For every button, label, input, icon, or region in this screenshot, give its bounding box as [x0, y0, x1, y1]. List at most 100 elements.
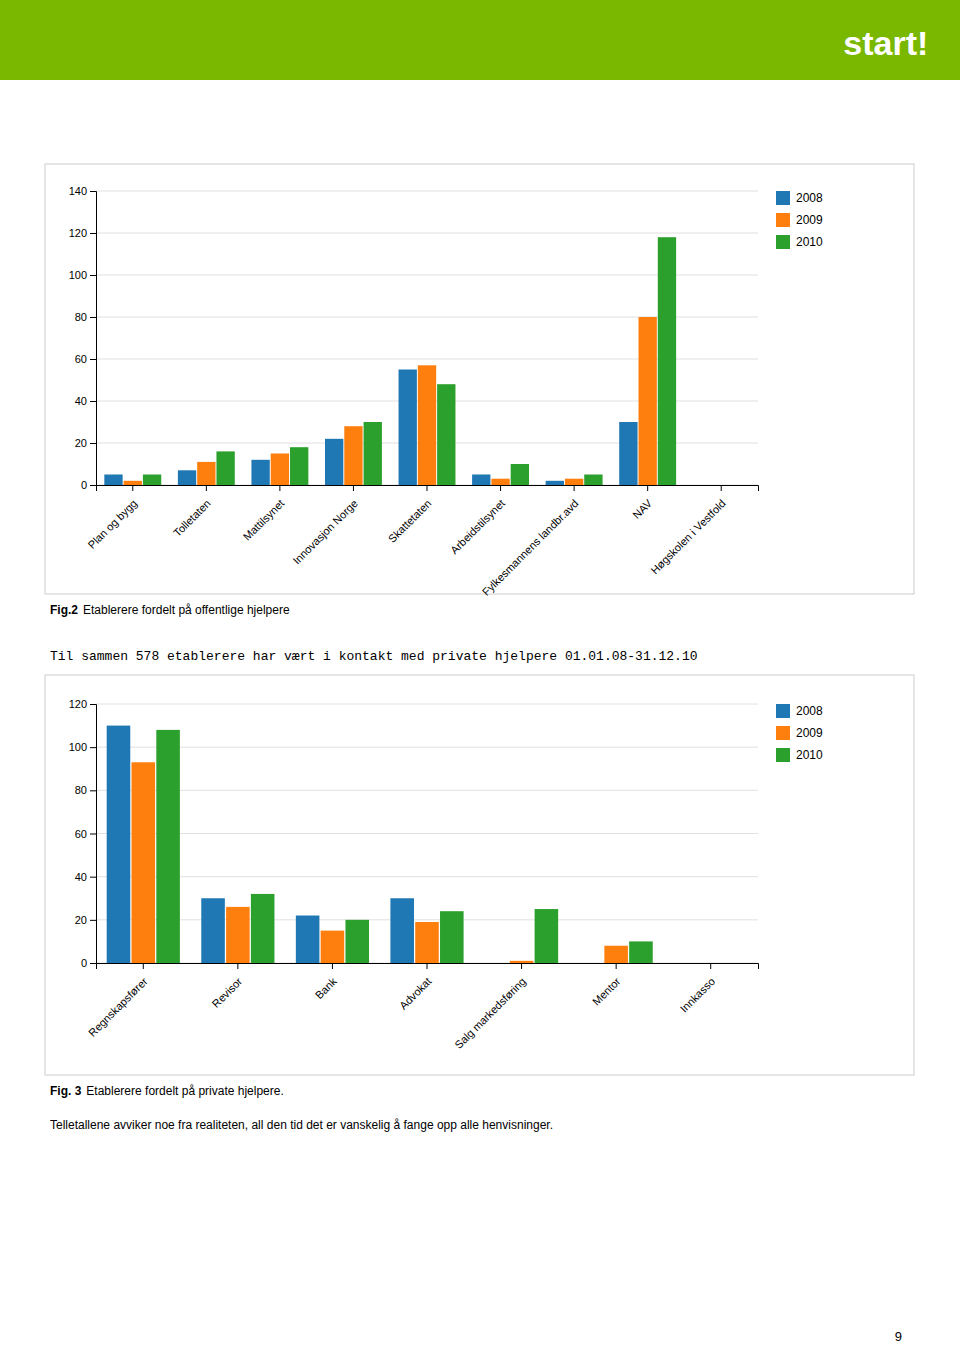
grid-line — [96, 704, 758, 705]
series — [107, 726, 414, 963]
bar — [693, 485, 711, 486]
legend-item: 2008 — [776, 191, 823, 205]
y-axis: 0 20 40 60 80 100 120 140 — [69, 185, 97, 491]
bar — [251, 894, 275, 963]
tick-label: Innovasjon Norge — [290, 497, 359, 566]
legend-label: 2010 — [796, 748, 823, 762]
tick-label: Revisor — [209, 975, 244, 1010]
series — [124, 317, 657, 485]
bar — [510, 961, 534, 963]
bar — [491, 479, 509, 485]
tick-mark — [647, 485, 648, 491]
bar — [104, 475, 122, 486]
chart-box — [45, 675, 914, 1075]
axis-line — [90, 705, 97, 964]
tick-label: Fylkesmannens landbr.avd — [480, 497, 581, 598]
caption-label: Fig. 3 — [50, 1084, 82, 1098]
bar — [296, 916, 320, 963]
tick-mark — [90, 485, 96, 486]
bars — [104, 237, 676, 485]
tick-label: 20 — [75, 437, 87, 449]
caption-label: Fig.2 — [50, 603, 78, 617]
bar — [472, 475, 490, 486]
tick-label: 60 — [75, 828, 87, 840]
tick-mark — [90, 747, 96, 748]
bar — [619, 422, 637, 485]
tick-mark — [90, 191, 96, 192]
bar — [251, 460, 269, 485]
tick-label: 60 — [75, 353, 87, 365]
series — [104, 370, 637, 486]
tick-mark — [574, 485, 575, 491]
legend-item: 2009 — [776, 726, 823, 740]
tick-label: NAV — [630, 497, 654, 521]
bar — [325, 439, 343, 485]
legend-item: 2009 — [776, 213, 823, 227]
tick: Innovasjon Norge — [290, 485, 359, 566]
bar — [107, 726, 131, 963]
tick-mark — [353, 485, 354, 491]
legend-swatch — [776, 726, 790, 740]
legend-swatch — [776, 704, 790, 718]
legend-swatch — [776, 235, 790, 249]
tick: 60 — [75, 353, 96, 365]
legend: 200820092010 — [776, 191, 823, 249]
caption-text: Etablerere fordelt på private hjelpere. — [86, 1084, 283, 1098]
axis-line — [90, 192, 97, 486]
tick: 20 — [75, 914, 96, 926]
tick-mark — [90, 317, 96, 318]
bar — [724, 963, 748, 964]
tick: 60 — [75, 828, 96, 840]
bar — [546, 481, 564, 485]
tick: Innkasso — [678, 963, 718, 1015]
legend-swatch — [776, 748, 790, 762]
tick: Fylkesmannens landbr.avd — [480, 485, 581, 598]
tick: 140 — [69, 185, 96, 197]
bar — [216, 451, 234, 485]
bar — [399, 370, 417, 486]
axis-line — [97, 964, 759, 970]
legend-label: 2009 — [796, 213, 823, 227]
legend-label: 2008 — [796, 704, 823, 718]
bar — [639, 317, 657, 485]
tick-mark — [721, 485, 722, 491]
tick-label: 40 — [75, 871, 87, 883]
tick-mark — [90, 401, 96, 402]
bar — [156, 730, 180, 963]
tick-label: 100 — [69, 741, 87, 753]
tick: Regnskapsfører — [86, 963, 150, 1039]
tick-label: 0 — [81, 957, 87, 969]
tick-mark — [710, 963, 711, 969]
tick-label: 120 — [69, 227, 87, 239]
tick-label: 100 — [69, 269, 87, 281]
tick: Mattilsynet — [241, 485, 287, 543]
bar — [580, 963, 604, 964]
bar — [143, 475, 161, 486]
bar — [271, 454, 289, 486]
tick-label: Bank — [313, 975, 340, 1002]
grid-line — [96, 191, 758, 192]
tick: Bank — [313, 963, 340, 1001]
tick-label: Advokat — [397, 975, 434, 1012]
tick-mark — [427, 963, 428, 969]
tick: Salg markedsføring — [452, 963, 528, 1051]
tick: 80 — [75, 311, 96, 323]
tick-label: 0 — [81, 479, 87, 491]
bar — [584, 475, 602, 486]
tick-mark — [90, 790, 96, 791]
series — [132, 762, 628, 963]
tick: Plan og bygg — [85, 485, 139, 551]
series — [143, 237, 676, 485]
tick: 0 — [81, 957, 96, 969]
bar — [390, 898, 414, 963]
grid-line — [96, 233, 758, 234]
tick: Tolletaten — [171, 485, 213, 539]
tick: 40 — [75, 395, 96, 407]
tick-mark — [90, 359, 96, 360]
bar — [344, 426, 362, 485]
x-axis: Plan og bygg Tolletaten MattilsynetInnovas… — [85, 485, 758, 598]
tick: 100 — [69, 269, 96, 281]
tick: Advokat — [397, 963, 434, 1012]
bar — [440, 911, 464, 963]
tick-label: Plan og bygg — [85, 497, 139, 551]
